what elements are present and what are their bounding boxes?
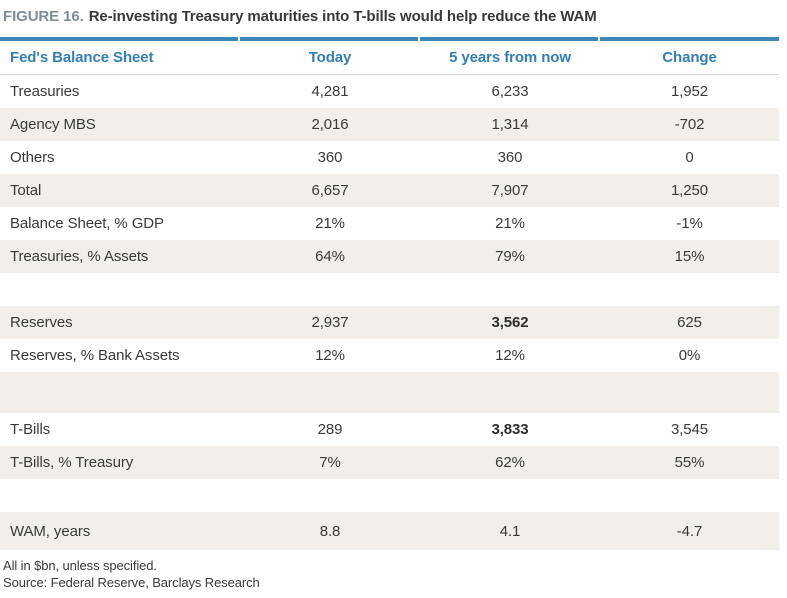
column-header-change: Change (600, 41, 779, 75)
spacer-cell (0, 479, 779, 512)
value-cell-five-years: 7,907 (491, 182, 529, 199)
value-cell-today: 4,281 (311, 83, 349, 100)
page-title: FIGURE 16. Re-investing Treasury maturiti… (3, 7, 787, 27)
value-cell-today: 6,657 (311, 182, 349, 199)
table-row: Agency MBS 2,016 1,314 -702 (0, 108, 779, 141)
table-row: Balance Sheet, % GDP 21% 21% -1% (0, 207, 779, 240)
value-cell-five-years: 12% (495, 347, 525, 364)
row-label-cell: WAM, years (10, 522, 91, 540)
table-row: Reserves 2,937 3,562 625 (0, 306, 779, 339)
rule-segment (420, 37, 600, 41)
row-label-cell: Total (10, 182, 42, 199)
footnote-source: Source: Federal Reserve, Barclays Resear… (3, 575, 260, 590)
value-cell-today: 12% (315, 347, 345, 364)
value-cell-five-years: 79% (495, 248, 525, 265)
value-cell-change: 55% (674, 454, 705, 471)
value-cell-change: -702 (674, 116, 705, 133)
row-label-cell: Agency MBS (10, 116, 96, 133)
value-cell-change: 0 (685, 149, 694, 166)
value-cell-change: 625 (677, 314, 702, 331)
row-label-cell: Balance Sheet, % GDP (10, 215, 164, 232)
value-cell-five-years: 62% (495, 454, 525, 471)
value-cell-today: 8.8 (319, 522, 341, 540)
rule-segment (240, 37, 420, 41)
spacer-row (0, 372, 779, 413)
row-label-cell: Reserves, % Bank Assets (10, 347, 180, 364)
value-cell-five-years: 6,233 (491, 83, 529, 100)
figure-title-text: Re-investing Treasury maturities into T-… (88, 8, 597, 25)
column-header-balance-sheet: Fed's Balance Sheet (0, 41, 240, 75)
value-cell-five-years: 4.1 (499, 522, 521, 540)
value-cell-today: 2,016 (311, 116, 349, 133)
value-cell-change: 1,952 (670, 83, 709, 100)
table-row: WAM, years 8.8 4.1 -4.7 (0, 512, 779, 550)
balance-sheet-table: Fed's Balance Sheet Today 5 years from n… (0, 41, 779, 550)
value-cell-change: -1% (676, 215, 703, 232)
table-top-rule (0, 37, 779, 41)
value-cell-change: 15% (674, 248, 705, 265)
table-header-row: Fed's Balance Sheet Today 5 years from n… (0, 41, 779, 75)
value-cell-change: 3,545 (670, 421, 709, 438)
table-row: Treasuries, % Assets 64% 79% 15% (0, 240, 779, 273)
value-cell-five-years: 3,562 (491, 314, 529, 331)
value-cell-five-years: 360 (497, 149, 523, 166)
row-label-cell: Treasuries (10, 83, 80, 100)
row-label-cell: Reserves (10, 314, 73, 331)
table-footnotes: All in $bn, unless specified. Source: Fe… (3, 557, 787, 591)
spacer-row (0, 479, 779, 512)
value-cell-five-years: 21% (495, 215, 525, 232)
value-cell-change: 1,250 (670, 182, 709, 199)
value-cell-change: -4.7 (676, 522, 703, 540)
rule-segment (600, 37, 779, 41)
figure-number-label: FIGURE 16. (3, 8, 84, 25)
value-cell-today: 289 (317, 421, 343, 438)
footnote-units: All in $bn, unless specified. (3, 558, 157, 573)
value-cell-today: 2,937 (311, 314, 349, 331)
value-cell-today: 21% (315, 215, 345, 232)
value-cell-today: 360 (317, 149, 343, 166)
table-row: Others 360 360 0 (0, 141, 779, 174)
table-row: T-Bills, % Treasury 7% 62% 55% (0, 446, 779, 479)
table-row: Reserves, % Bank Assets 12% 12% 0% (0, 339, 779, 372)
spacer-row (0, 273, 779, 306)
table-row: Treasuries 4,281 6,233 1,952 (0, 75, 779, 109)
row-label-cell: T-Bills, % Treasury (10, 454, 134, 471)
row-label-cell: Others (10, 149, 55, 166)
spacer-cell (0, 372, 779, 413)
row-label-cell: Treasuries, % Assets (10, 248, 149, 265)
column-header-five-years: 5 years from now (420, 41, 600, 75)
spacer-cell (0, 273, 779, 306)
table-row: Total 6,657 7,907 1,250 (0, 174, 779, 207)
value-cell-change: 0% (678, 347, 701, 364)
column-header-today: Today (240, 41, 420, 75)
value-cell-five-years: 3,833 (491, 421, 529, 438)
value-cell-five-years: 1,314 (491, 116, 529, 133)
value-cell-today: 7% (319, 454, 341, 471)
row-label-cell: T-Bills (10, 421, 51, 438)
value-cell-today: 64% (315, 248, 345, 265)
rule-segment (0, 37, 240, 41)
table-row: T-Bills 289 3,833 3,545 (0, 413, 779, 446)
